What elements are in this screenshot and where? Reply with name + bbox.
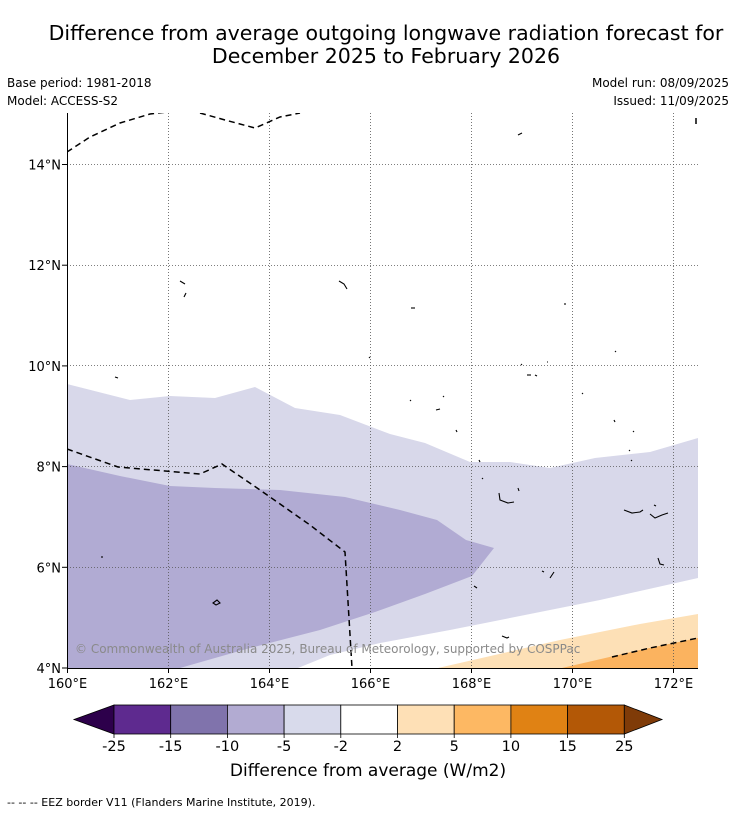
base-period-text: Base period: 1981-2018: [7, 76, 152, 90]
colorbar-swatch: [283, 704, 342, 735]
model-run-text: Model run: 08/09/2025: [591, 76, 729, 90]
title-line-2: December 2025 to February 2026: [211, 44, 561, 68]
y-axis: 14°N 12°N 10°N 8°N 6°N 4°N: [28, 159, 67, 677]
x-tick-label: 170°E: [553, 677, 593, 692]
colorbar-tick-label: -2: [334, 739, 348, 755]
colorbar-tick-label: 2: [393, 739, 402, 755]
metadata-left: Base period: 1981-2018 Model: ACCESS-S2: [7, 74, 152, 110]
gridlines: [67, 113, 698, 668]
colorbar-swatch: [170, 704, 228, 735]
x-tick-label: 168°E: [452, 677, 492, 692]
eez-border-footnote: -- -- -- EEZ border V11 (Flanders Marine…: [7, 796, 316, 809]
colorbar-swatch: [113, 704, 172, 735]
colorbar-tick-label: -10: [216, 739, 240, 755]
colorbar-tick-label: 25: [615, 739, 633, 755]
y-tick-label: 6°N: [37, 561, 62, 576]
copyright-notice: © Commonwealth of Australia 2025, Bureau…: [75, 642, 580, 656]
colorbar-tick-label: -25: [102, 739, 126, 755]
y-tick-label: 12°N: [28, 259, 61, 274]
y-tick-label: 4°N: [37, 662, 62, 677]
colorbar-extend-low: [72, 704, 115, 735]
y-tick-label: 10°N: [28, 360, 61, 375]
metadata-right: Model run: 08/09/2025 Issued: 11/09/2025: [592, 74, 729, 110]
colorbar-title: Difference from average (W/m2): [229, 761, 507, 781]
colorbar: -25 -15 -10 -5 -2 2 5 10 15 25: [72, 704, 664, 755]
island-coastlines: [101, 132, 669, 639]
x-tick-label: 164°E: [250, 677, 290, 692]
chart-title: Difference from average outgoing longwav…: [0, 22, 736, 68]
x-tick-label: 166°E: [351, 677, 391, 692]
colorbar-tick-label: 15: [558, 739, 576, 755]
map-plot-area: © Commonwealth of Australia 2025, Bureau…: [67, 113, 698, 668]
y-tick-label: 8°N: [37, 461, 62, 476]
eez-border-lines: [67, 113, 698, 668]
colorbar-swatch: [226, 704, 285, 735]
anomaly-region-minus10-to-minus5: [67, 464, 494, 668]
x-axis: 160°E 162°E 164°E 166°E 168°E 170°E 172°E: [48, 668, 694, 692]
colorbar-swatch: [397, 704, 455, 735]
colorbar-tick-label: -15: [159, 739, 183, 755]
colorbar-extend-high: [623, 704, 664, 735]
x-tick-label: 162°E: [149, 677, 189, 692]
colorbar-swatch: [340, 704, 398, 735]
colorbar-tick-label: -5: [277, 739, 291, 755]
title-line-1: Difference from average outgoing longwav…: [48, 21, 724, 45]
y-tick-label: 14°N: [28, 159, 61, 174]
colorbar-swatch: [567, 704, 625, 735]
issued-text: Issued: 11/09/2025: [613, 94, 729, 108]
colorbar-tick-label: 10: [502, 739, 520, 755]
x-tick-label: 172°E: [654, 677, 694, 692]
colorbar-tick-label: 5: [450, 739, 459, 755]
colorbar-swatch: [510, 704, 568, 735]
x-tick-label: 160°E: [48, 677, 88, 692]
colorbar-swatch: [453, 704, 512, 735]
model-text: Model: ACCESS-S2: [7, 94, 119, 108]
map-frame: [67, 113, 698, 669]
